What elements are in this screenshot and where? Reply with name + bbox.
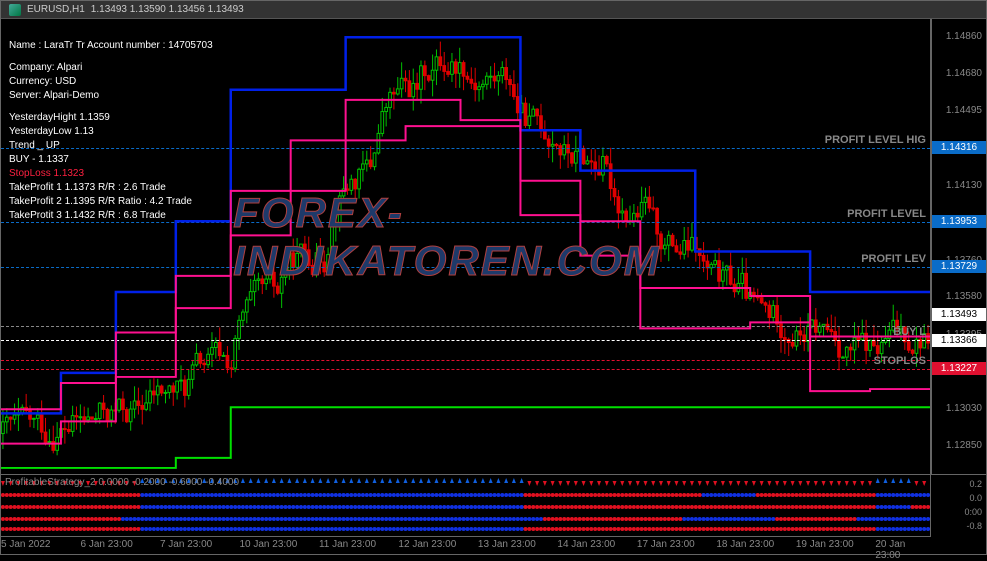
price-tick: 1.14130 [946, 180, 982, 191]
time-tick: 6 Jan 23:00 [80, 539, 132, 550]
chart-window: EURUSD,H1 1.13493 1.13590 1.13456 1.1349… [0, 0, 987, 555]
main-chart-area[interactable]: FOREX-INDIKATOREN.COM PROFIT LEVEL HIGPR… [1, 19, 931, 474]
price-axis: 1.14860 1.14680 1.14495 1.14316 1.14130 1.139… [931, 19, 986, 474]
price-marker: 1.13227 [932, 362, 986, 375]
price-marker: 1.14316 [932, 141, 986, 154]
time-tick: 13 Jan 23:00 [478, 539, 536, 550]
info-tp1: TakeProfit 1 1.1373 R/R : 2.6 Trade [9, 181, 213, 195]
price-tick: 1.12850 [946, 440, 982, 451]
price-tick: 1.14495 [946, 105, 982, 116]
info-tp2: TakeProfit 2 1.1395 R/R Ratio : 4.2 Trad… [9, 195, 213, 209]
price-marker: 1.13493 [932, 308, 986, 321]
info-tp3: TakeProtit 3 1.1432 R/R : 6.8 Trade [9, 209, 213, 223]
time-tick: 14 Jan 23:00 [557, 539, 615, 550]
info-company: Company: Alpari [9, 61, 213, 75]
time-tick: 19 Jan 23:00 [796, 539, 854, 550]
price-tick: 1.13580 [946, 291, 982, 302]
ohlc-label: 1.13493 1.13590 1.13456 1.13493 [91, 4, 244, 15]
price-marker: 1.13729 [932, 260, 986, 273]
time-tick: 12 Jan 23:00 [398, 539, 456, 550]
dot-row-3 [1, 515, 930, 523]
price-tick: 1.14680 [946, 68, 982, 79]
time-tick: 7 Jan 23:00 [160, 539, 212, 550]
dot-row-2 [1, 503, 930, 511]
time-tick: 17 Jan 23:00 [637, 539, 695, 550]
indicator-label: ProfitableStrategy_2 0.0000 -0.2000 -0.6… [5, 477, 239, 488]
time-axis: 5 Jan 2022 6 Jan 23:00 7 Jan 23:00 10 Jan 2… [1, 536, 931, 554]
indicator-panel[interactable]: ProfitableStrategy_2 0.0000 -0.2000 -0.6… [1, 474, 931, 536]
info-sl: StopLoss 1.1323 [9, 167, 213, 181]
time-tick: 20 Jan 23:00 [875, 539, 931, 561]
time-tick: 11 Jan 23:00 [319, 539, 376, 550]
time-tick: 18 Jan 23:00 [716, 539, 774, 550]
info-yl: YesterdayLow 1.13 [9, 125, 213, 139]
info-name: Name : LaraTr Tr Account number : 147057… [9, 39, 213, 53]
watermark: FOREX-INDIKATOREN.COM [233, 189, 698, 285]
time-tick: 10 Jan 23:00 [239, 539, 297, 550]
price-tick: 1.13030 [946, 403, 982, 414]
sub-tick: 0.2 [969, 479, 982, 489]
chart-header: EURUSD,H1 1.13493 1.13590 1.13456 1.1349… [1, 1, 986, 19]
sub-tick: -0.8 [966, 521, 982, 531]
price-marker: 1.13366 [932, 334, 986, 347]
info-buy: BUY - 1.1337 [9, 153, 213, 167]
info-currency: Currency: USD [9, 75, 213, 89]
price-tick: 1.14860 [946, 31, 982, 42]
price-marker: 1.13953 [932, 215, 986, 228]
indicator-axis: 0.2 0.0 0:00 -0.8 [931, 474, 986, 536]
symbol-label: EURUSD,H1 [27, 4, 85, 15]
info-yh: YesterdayHight 1.1359 [9, 111, 213, 125]
dot-row-1 [1, 491, 930, 499]
dot-row-4 [1, 525, 930, 533]
info-panel: Name : LaraTr Tr Account number : 147057… [9, 39, 213, 223]
sub-tick: 0:00 [964, 507, 982, 517]
time-tick: 5 Jan 2022 [1, 539, 51, 550]
sub-tick: 0.0 [969, 493, 982, 503]
info-trend: Trend _ UP [9, 139, 213, 153]
chart-icon [9, 4, 21, 16]
info-server: Server: Alpari-Demo [9, 89, 213, 103]
